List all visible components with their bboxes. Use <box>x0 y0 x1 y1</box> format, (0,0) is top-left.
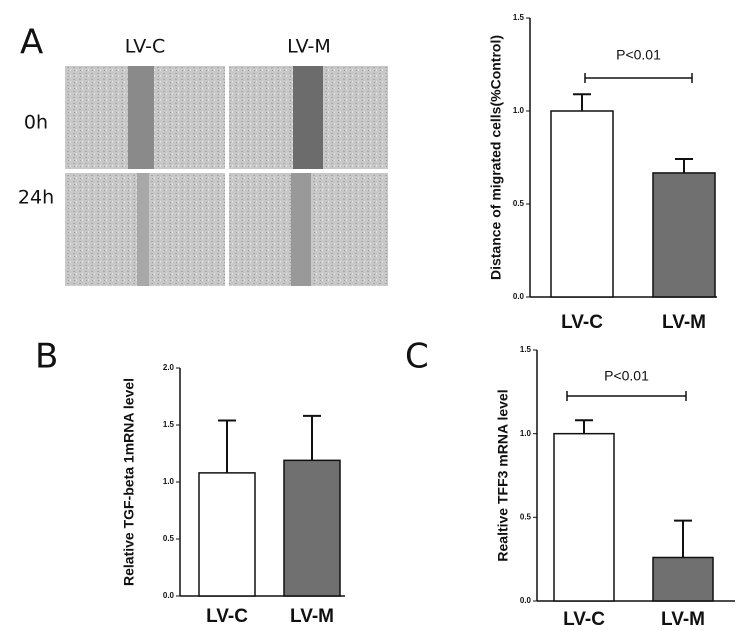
bar <box>652 556 714 602</box>
y-tick-label: 1.0 <box>163 477 175 486</box>
panel-label: A <box>20 23 43 63</box>
wound-gap <box>128 66 154 169</box>
y-tick-label: 1.0 <box>513 106 525 115</box>
significance-bracket <box>584 73 693 83</box>
error-bar <box>573 93 591 111</box>
panel-label: B <box>35 337 58 377</box>
image-column-label: LV-C <box>125 36 166 58</box>
x-tick-label: LV-C <box>206 606 248 627</box>
wound-gap <box>291 173 311 286</box>
y-axis-label: Realtive TFF3 mRNA level <box>495 389 511 561</box>
error-bar <box>674 519 692 558</box>
x-tick-label: LV-C <box>563 609 605 630</box>
y-tick-label: 1.5 <box>520 345 532 354</box>
y-tick-label: 2.0 <box>163 363 175 372</box>
error-bar <box>675 157 693 173</box>
bar <box>652 172 716 298</box>
error-bar <box>303 414 321 461</box>
bar <box>198 472 256 597</box>
y-axis-label: Relative TGF-beta 1mRNA level <box>121 378 137 586</box>
image-column-label: LV-M <box>287 36 331 58</box>
annotation: P<0.01 <box>604 368 649 384</box>
bar <box>283 459 341 597</box>
y-tick-label: 0.5 <box>163 534 175 543</box>
y-tick-label: 0.0 <box>163 591 175 600</box>
y-tick-label: 1.5 <box>513 13 525 22</box>
error-bar <box>218 419 236 473</box>
bar <box>550 110 614 298</box>
y-tick-label: 0.5 <box>520 512 532 521</box>
y-axis-label: Distance of migrated cells(%Control) <box>488 35 504 280</box>
error-bar <box>575 419 593 434</box>
x-tick-label: LV-M <box>290 606 334 627</box>
y-tick-label: 1.0 <box>520 429 532 438</box>
wound-gap <box>293 66 323 169</box>
y-tick-label: 0.5 <box>513 199 525 208</box>
annotation: P<0.01 <box>616 47 661 63</box>
wound-gap <box>137 173 149 286</box>
y-tick-label: 0.0 <box>520 596 532 605</box>
x-tick-label: LV-M <box>662 312 706 333</box>
bar <box>553 432 615 602</box>
panel-label: C <box>405 337 429 377</box>
significance-bracket <box>566 391 687 401</box>
micrographs <box>65 66 388 286</box>
image-row-label: 0h <box>24 112 48 134</box>
x-tick-label: LV-M <box>661 609 705 630</box>
y-tick-label: 0.0 <box>513 292 525 301</box>
image-row-label: 24h <box>18 187 54 209</box>
y-tick-label: 1.5 <box>163 420 175 429</box>
x-tick-label: LV-C <box>561 312 603 333</box>
